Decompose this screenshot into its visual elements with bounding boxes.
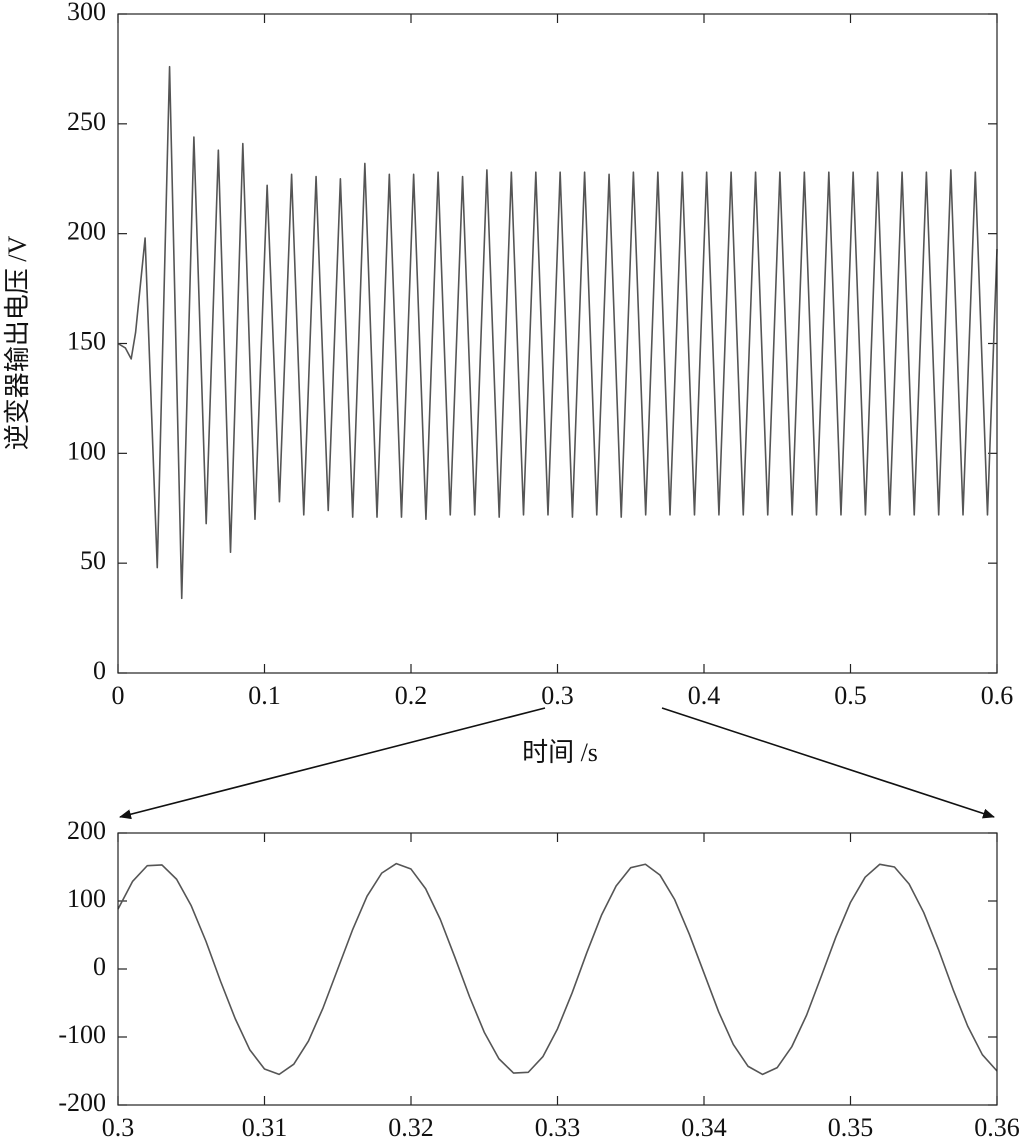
x-tick-label: 0.34 xyxy=(681,1113,727,1138)
x-axis-label: 时间 /s xyxy=(522,738,598,767)
y-tick-label: 100 xyxy=(67,884,106,913)
y-axis-label: 逆变器输出电压 /V xyxy=(3,236,32,451)
x-tick-label: 0.35 xyxy=(828,1113,874,1138)
x-tick-label: 0.36 xyxy=(974,1113,1020,1138)
y-tick-label: 250 xyxy=(67,107,106,136)
x-tick-label: 0.2 xyxy=(395,681,428,710)
x-tick-label: 0.32 xyxy=(388,1113,434,1138)
x-tick-label: 0.5 xyxy=(834,681,867,710)
data-line xyxy=(117,65,998,600)
y-tick-label: 100 xyxy=(67,436,106,465)
y-tick-label: -200 xyxy=(58,1088,106,1117)
plot-frame xyxy=(117,832,998,1106)
x-tick-label: 0.1 xyxy=(248,681,281,710)
x-tick-label: 0.3 xyxy=(102,1113,135,1138)
x-tick-label: 0.6 xyxy=(981,681,1014,710)
y-tick-label: 0 xyxy=(93,952,106,981)
y-tick-label: 200 xyxy=(67,217,106,246)
zoom-arrow xyxy=(119,707,546,820)
y-tick-label: 150 xyxy=(67,326,106,355)
x-tick-label: 0.4 xyxy=(688,681,721,710)
x-tick-label: 0.31 xyxy=(242,1113,288,1138)
x-tick-label: 0.33 xyxy=(535,1113,581,1138)
plot-frame xyxy=(117,13,998,674)
y-tick-label: 200 xyxy=(67,816,106,845)
y-tick-label: 50 xyxy=(80,546,106,575)
x-tick-label: 0 xyxy=(112,681,125,710)
data-line xyxy=(117,862,998,1076)
zoom-arrow xyxy=(661,707,995,819)
y-tick-label: 0 xyxy=(93,656,106,685)
y-tick-label: -100 xyxy=(58,1020,106,1049)
x-tick-label: 0.3 xyxy=(541,681,574,710)
y-tick-label: 300 xyxy=(67,0,106,26)
